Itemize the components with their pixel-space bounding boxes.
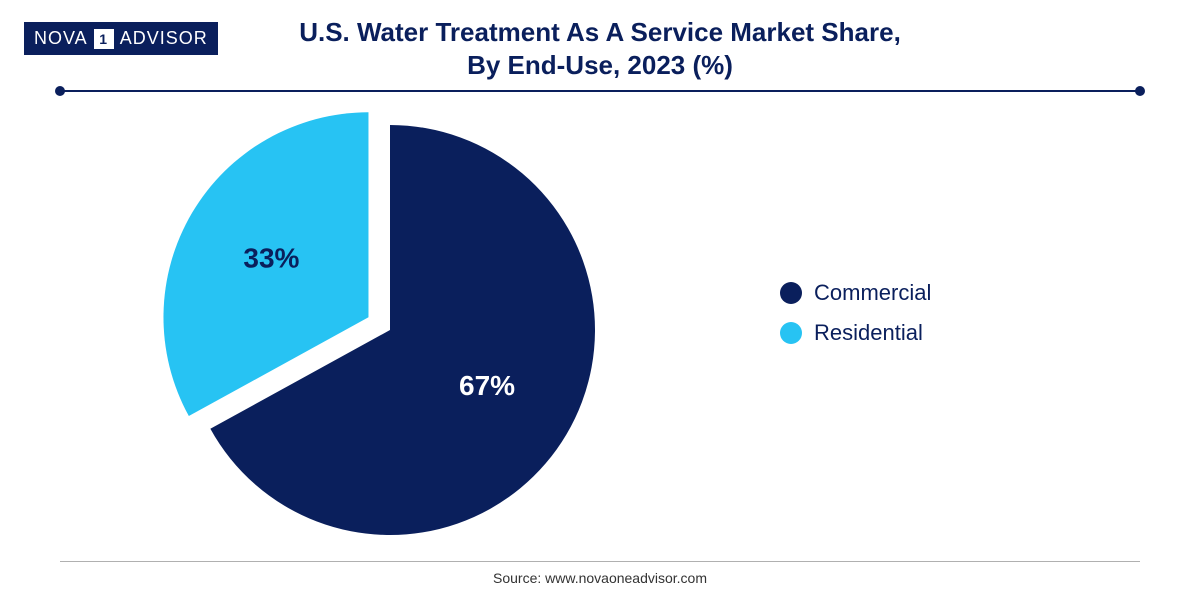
title-line-1: U.S. Water Treatment As A Service Market… xyxy=(0,16,1200,49)
title-line-2: By End-Use, 2023 (%) xyxy=(0,49,1200,82)
legend-label-commercial: Commercial xyxy=(814,280,931,306)
pie-svg: 67% 33% xyxy=(0,105,1200,545)
slice-label-residential: 33% xyxy=(243,242,299,273)
legend-label-residential: Residential xyxy=(814,320,923,346)
legend-item-residential: Residential xyxy=(780,320,931,346)
legend-item-commercial: Commercial xyxy=(780,280,931,306)
slice-label-commercial: 67% xyxy=(459,370,515,401)
title-divider xyxy=(60,90,1140,92)
legend-swatch-residential xyxy=(780,322,802,344)
legend-swatch-commercial xyxy=(780,282,802,304)
source-text: Source: www.novaoneadvisor.com xyxy=(0,570,1200,586)
legend: Commercial Residential xyxy=(780,280,931,346)
chart-title: U.S. Water Treatment As A Service Market… xyxy=(0,16,1200,81)
source-divider xyxy=(60,561,1140,562)
pie-chart: 67% 33% xyxy=(0,105,1200,545)
